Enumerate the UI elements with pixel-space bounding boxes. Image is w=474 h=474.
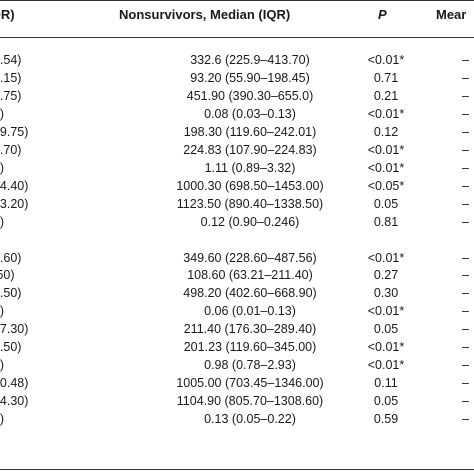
cell-p-value: 0.71 <box>373 71 399 85</box>
cell-p-value: <0.01* <box>367 142 405 157</box>
cell-mean: – <box>462 71 469 85</box>
cell-survivors: 173.20) <box>0 196 29 211</box>
cell-mean: – <box>462 214 469 229</box>
cell-survivors: 03) <box>0 304 5 319</box>
cell-p-value: 0.05 <box>373 322 399 337</box>
cell-mean: – <box>462 394 469 409</box>
cell-p-value: 0.05 <box>373 394 399 409</box>
cell-p-value: 0.12 <box>373 124 399 139</box>
cell-survivors: 27) <box>0 160 5 175</box>
cell-nonsurvivors: 0.12 (0.90–0.246) <box>200 214 300 229</box>
cell-nonsurvivors: 1123.50 (890.40–1338.50) <box>176 196 324 211</box>
cell-survivors: 20) <box>0 214 5 229</box>
cell-nonsurvivors: 93.20 (55.90–198.45) <box>190 71 310 85</box>
cell-mean: – <box>462 358 469 373</box>
cell-mean: – <box>462 160 469 175</box>
cell-nonsurvivors: 201.23 (119.60–345.00) <box>183 340 317 355</box>
cell-survivors: 154.30) <box>0 394 29 409</box>
cell-survivors: 94.15) <box>0 71 22 85</box>
cell-nonsurvivors: 498.20 (402.60–668.90) <box>183 286 317 301</box>
header-nonsurvivors-median: Nonsurvivors, Median (IQR) <box>119 7 291 22</box>
cell-survivors: 35.60) <box>0 250 22 265</box>
cell-nonsurvivors: 1.11 (0.89–3.32) <box>204 160 296 175</box>
cell-p-value: 0.59 <box>373 412 399 427</box>
cell-nonsurvivors: 0.98 (0.78–2.93) <box>204 358 296 373</box>
cell-nonsurvivors: 1005.00 (703.45–1346.00) <box>176 376 324 391</box>
cell-p-value: 0.27 <box>373 268 399 283</box>
cell-survivors: 47.70) <box>0 142 22 157</box>
cell-p-value: 0.05 <box>373 196 399 211</box>
cell-nonsurvivors: 1104.90 (805.70–1308.60) <box>176 394 324 409</box>
cell-survivors: 26) <box>0 358 5 373</box>
cell-nonsurvivors: 224.83 (107.90–224.83) <box>183 142 317 157</box>
cell-mean: – <box>462 142 469 157</box>
cell-mean: – <box>462 53 469 67</box>
cell-p-value: <0.01* <box>367 250 405 265</box>
cell-nonsurvivors: 0.13 (0.05–0.22) <box>204 412 296 427</box>
cell-survivors: 990.48) <box>0 376 29 391</box>
cell-survivors: 9.50) <box>0 268 15 283</box>
cell-survivors: 02) <box>0 106 5 121</box>
cell-mean: – <box>462 340 469 355</box>
cell-survivors: 65.50) <box>0 340 22 355</box>
cell-mean: – <box>462 196 469 211</box>
cell-mean: – <box>462 304 469 319</box>
cell-survivors: 267.30) <box>0 322 29 337</box>
cell-mean: – <box>462 286 469 301</box>
cell-survivors: 23) <box>0 412 5 427</box>
table-bottom-rule <box>0 469 474 470</box>
cell-p-value: <0.01* <box>367 304 405 319</box>
cell-nonsurvivors: 451.90 (390.30–655.0) <box>186 88 314 103</box>
cell-mean: – <box>462 376 469 391</box>
table-header-rule <box>0 37 474 38</box>
cell-mean: – <box>462 322 469 337</box>
cell-p-value: <0.01* <box>367 160 405 175</box>
cell-mean: – <box>462 250 469 265</box>
cell-p-value: <0.05* <box>367 178 405 193</box>
cell-survivors: 39.54) <box>0 53 22 67</box>
cell-survivors: 78.75) <box>0 88 22 103</box>
cell-mean: – <box>462 412 469 427</box>
cell-p-value: 0.30 <box>373 286 399 301</box>
cell-p-value: 0.81 <box>373 214 399 229</box>
cell-p-value: <0.01* <box>367 340 405 355</box>
cell-p-value: <0.01* <box>367 358 405 373</box>
cell-p-value: 0.11 <box>374 376 398 391</box>
cell-p-value: 0.21 <box>373 88 399 103</box>
cell-mean: – <box>462 88 469 103</box>
table-top-rule <box>0 0 474 1</box>
cell-p-value: <0.01* <box>367 53 405 67</box>
cell-mean: – <box>462 268 469 283</box>
cell-survivors: 004.40) <box>0 178 29 193</box>
cell-nonsurvivors: 332.6 (225.9–413.70) <box>190 53 310 67</box>
cell-mean: – <box>462 124 469 139</box>
cell-survivors: 259.75) <box>0 124 29 139</box>
header-mean: Mear <box>436 7 467 22</box>
cell-nonsurvivors: 1000.30 (698.50–1453.00) <box>176 178 324 193</box>
cell-nonsurvivors: 0.08 (0.03–0.13) <box>204 106 296 121</box>
header-survivors-median: an (IQR) <box>0 7 15 22</box>
cell-mean: – <box>462 178 469 193</box>
cell-nonsurvivors: 0.06 (0.01–0.13) <box>204 304 296 319</box>
cell-nonsurvivors: 211.40 (176.30–289.40) <box>183 322 317 337</box>
cell-survivors: 89.50) <box>0 286 22 301</box>
header-p-value: P <box>378 7 387 22</box>
cell-nonsurvivors: 108.60 (63.21–211.40) <box>187 268 313 283</box>
cell-nonsurvivors: 198.30 (119.60–242.01) <box>183 124 317 139</box>
cell-mean: – <box>462 106 469 121</box>
cell-nonsurvivors: 349.60 (228.60–487.56) <box>183 250 317 265</box>
cell-p-value: <0.01* <box>367 106 405 121</box>
